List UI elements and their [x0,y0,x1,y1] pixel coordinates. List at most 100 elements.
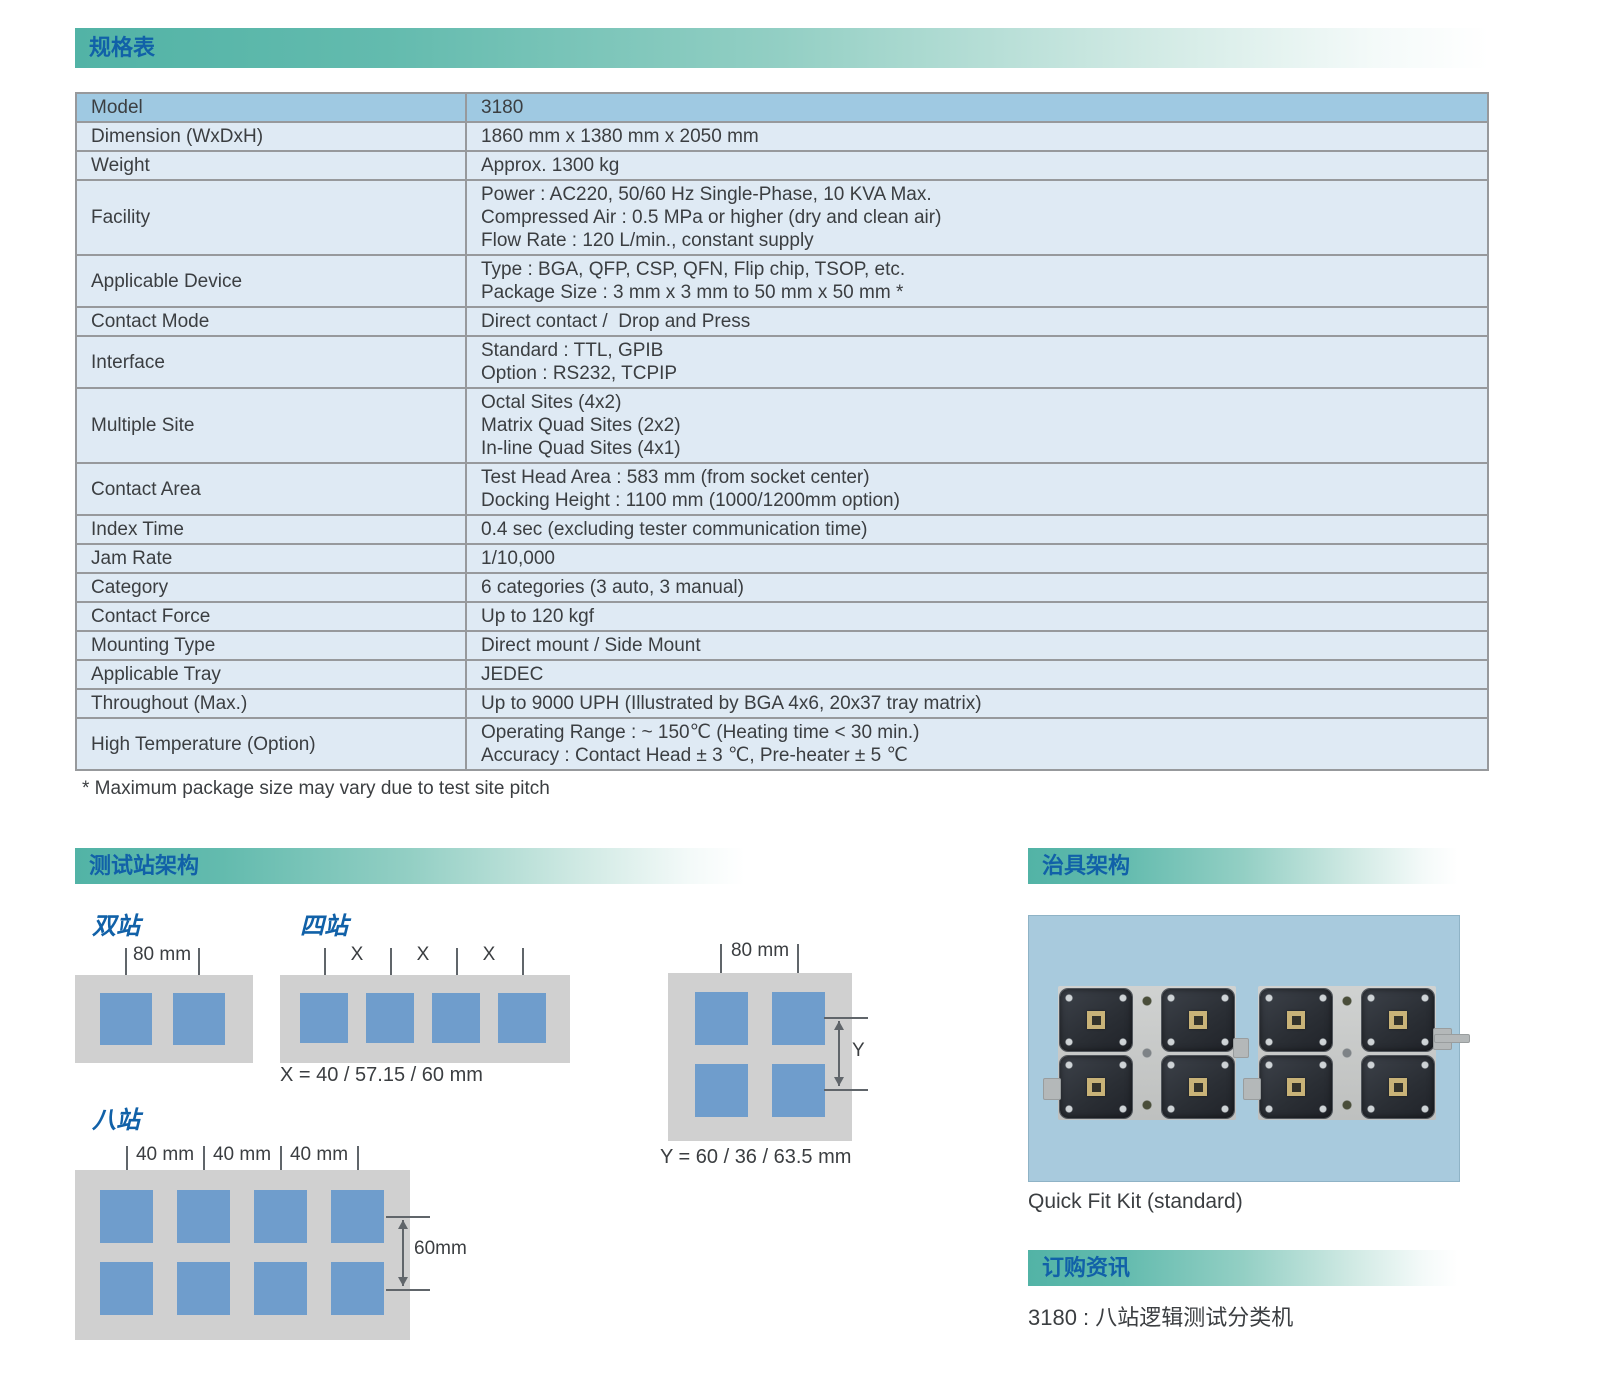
spec-row: Interface Standard : TTL, GPIB Option : RS… [75,335,1489,389]
spec-value: Operating Range : ~ 150℃ (Heating time <… [465,717,1489,771]
dim-tick [198,948,200,992]
fixture-photo-panel [1028,915,1470,1182]
dim-tick [126,1146,128,1188]
spec-value: 3180 [465,92,1489,123]
dim-tick [797,944,799,988]
spec-row: High Temperature (Option) Operating Range… [75,717,1489,771]
socket-module [1060,989,1132,1051]
dim-tick [386,1289,430,1291]
test-site-square [177,1262,230,1315]
quad-dim-x: X [482,944,496,965]
test-site-square [366,993,414,1043]
socket-module [1060,1056,1132,1118]
dim-tick [824,1089,868,1091]
spec-value: Up to 9000 UPH (Illustrated by BGA 4x6, … [465,688,1489,719]
spec-label: Contact Force [75,601,467,632]
spec-row: Category 6 categories (3 auto, 3 manual) [75,572,1489,603]
fixture-caption: Quick Fit Kit (standard) [1028,1190,1243,1213]
spec-label: Weight [75,150,467,181]
spec-row: Facility Power : AC220, 50/60 Hz Single-P… [75,179,1489,256]
spec-value: Standard : TTL, GPIB Option : RS232, TCPI… [465,335,1489,389]
spec-label: High Temperature (Option) [75,717,467,771]
quad-formula: X = 40 / 57.15 / 60 mm [280,1064,483,1086]
test-site-square [331,1190,384,1243]
spec-section-title: 规格表 [89,35,156,60]
test-site-square [772,992,825,1045]
spec-value: Type : BGA, QFP, CSP, QFN, Flip chip, TS… [465,254,1489,308]
spec-value: Direct contact / Drop and Press [465,306,1489,337]
spec-value: 6 categories (3 auto, 3 manual) [465,572,1489,603]
center-rail [1332,986,1362,1120]
stations-section-title: 测试站架构 [89,853,200,878]
spec-label: Jam Rate [75,543,467,574]
spec-label: Contact Mode [75,306,467,337]
spec-table-body: Model 3180 Dimension (WxDxH) 1860 mm x 1380… [75,92,1489,771]
spec-row: Dimension (WxDxH) 1860 mm x 1380 mm x 205… [75,121,1489,152]
spec-row: Index Time 0.4 sec (excluding tester comm… [75,514,1489,545]
spec-value: Direct mount / Side Mount [465,630,1489,661]
quad-dim-x: X [416,944,430,965]
test-site-square [432,993,480,1043]
octal-station-label: 八站 [92,1107,140,1134]
dim-tick [125,948,127,992]
socket-module [1260,1056,1332,1118]
test-site-square [695,992,748,1045]
spec-label: Applicable Device [75,254,467,308]
ordering-section-title: 订购资讯 [1042,1255,1131,1280]
ordering-item: 3180 : 八站逻辑测试分类机 [1028,1305,1294,1330]
spec-label: Facility [75,179,467,256]
spec-value: 0.4 sec (excluding tester communication … [465,514,1489,545]
dim-tick [280,1146,282,1188]
spec-value: Test Head Area : 583 mm (from socket cen… [465,462,1489,516]
spec-label: Mounting Type [75,630,467,661]
spec-value: Up to 120 kgf [465,601,1489,632]
spec-value: Approx. 1300 kg [465,150,1489,181]
spec-label: Index Time [75,514,467,545]
spec-label: Dimension (WxDxH) [75,121,467,152]
matrix-dim-top: 80 mm [730,940,790,961]
test-site-square [173,993,225,1045]
spec-row: Multiple Site Octal Sites (4x2) Matrix Qua… [75,387,1489,464]
test-site-square [300,993,348,1043]
dim-tick [324,948,326,992]
fixture-section-title: 治具架构 [1042,853,1131,878]
center-rail [1132,986,1162,1120]
dim-tick [522,948,524,992]
octal-dim-label: 40 mm [135,1144,195,1165]
spec-label: Contact Area [75,462,467,516]
quad-dim-x: X [350,944,364,965]
matrix-dim-y: Y [852,1040,865,1061]
spec-table-wrap: Model 3180 Dimension (WxDxH) 1860 mm x 1380… [75,92,1489,800]
quick-fit-block [1243,986,1470,1120]
dim-tick [456,948,458,992]
quick-fit-block [1043,986,1249,1120]
dim-tick [390,948,392,992]
spec-table: Model 3180 Dimension (WxDxH) 1860 mm x 1380… [75,92,1489,771]
socket-module [1162,989,1234,1051]
spec-value: Power : AC220, 50/60 Hz Single-Phase, 10… [465,179,1489,256]
dim-tick [720,944,722,988]
test-site-square [331,1262,384,1315]
socket-module [1362,1056,1434,1118]
test-site-square [695,1064,748,1117]
stations-section-band: 测试站架构 [75,848,745,884]
test-site-square [772,1064,825,1117]
test-site-square [498,993,546,1043]
spec-row: Applicable Tray JEDEC [75,659,1489,690]
spec-label: Model [75,92,467,123]
matrix-formula: Y = 60 / 36 / 63.5 mm [660,1146,852,1168]
test-site-square [254,1262,307,1315]
test-site-square [254,1190,307,1243]
spec-row: Contact Force Up to 120 kgf [75,601,1489,632]
fixture-section-band: 治具架构 [1028,848,1458,884]
test-site-square [100,993,152,1045]
spec-label: Category [75,572,467,603]
socket-module [1362,989,1434,1051]
spec-label: Applicable Tray [75,659,467,690]
dim-arrow [834,1021,844,1086]
spec-row: Model 3180 [75,92,1489,123]
quad-station-label: 四站 [300,913,348,940]
test-site-square [100,1190,153,1243]
spec-label: Interface [75,335,467,389]
